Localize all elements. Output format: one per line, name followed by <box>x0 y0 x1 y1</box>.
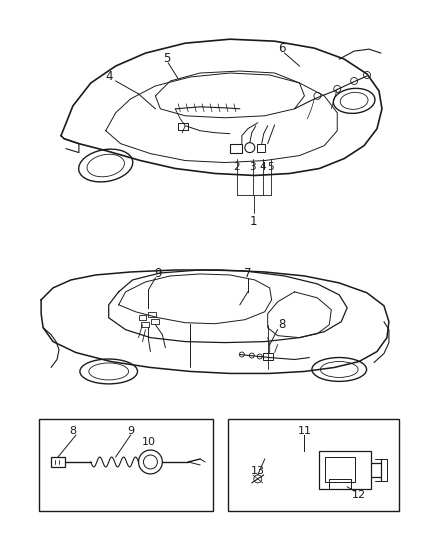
Bar <box>319 451 371 489</box>
Bar <box>152 319 159 324</box>
Text: 11: 11 <box>297 426 311 436</box>
Bar <box>39 419 213 511</box>
Text: 8: 8 <box>278 318 285 331</box>
Bar <box>51 457 65 467</box>
Text: 9: 9 <box>127 426 134 436</box>
Bar <box>178 123 188 130</box>
Bar <box>148 312 156 317</box>
Text: 2: 2 <box>233 161 240 172</box>
Text: 5: 5 <box>267 161 274 172</box>
Text: 9: 9 <box>155 268 162 280</box>
Text: 3: 3 <box>250 161 256 172</box>
Text: 8: 8 <box>69 426 77 436</box>
Text: 4: 4 <box>105 70 113 84</box>
Text: 1: 1 <box>250 215 258 228</box>
Bar <box>325 457 355 482</box>
Text: 5: 5 <box>162 52 170 64</box>
Bar <box>230 144 242 152</box>
Text: 13: 13 <box>251 466 265 476</box>
Text: 4: 4 <box>259 161 266 172</box>
Text: 10: 10 <box>141 437 155 447</box>
Text: 6: 6 <box>278 42 285 55</box>
Text: 7: 7 <box>244 268 251 280</box>
Bar <box>138 315 146 320</box>
Text: 12: 12 <box>352 490 366 500</box>
Bar <box>257 144 265 151</box>
Bar <box>329 479 351 489</box>
Bar <box>141 322 149 327</box>
Bar <box>228 419 399 511</box>
Bar <box>263 352 273 360</box>
